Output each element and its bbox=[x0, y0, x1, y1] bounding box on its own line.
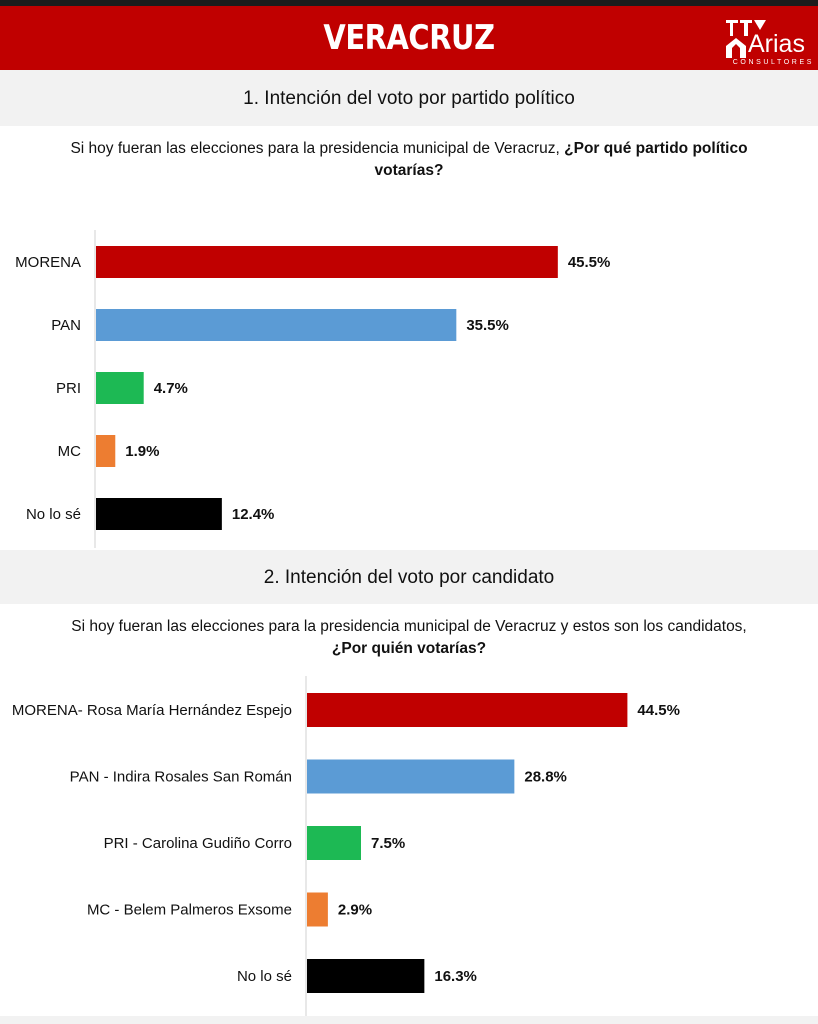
value-label-4: 16.3% bbox=[434, 968, 477, 985]
value-label-1: 35.5% bbox=[466, 317, 509, 334]
category-label-3: MC bbox=[58, 443, 81, 460]
logo-arrows-icon bbox=[726, 20, 766, 58]
bar-1 bbox=[307, 759, 515, 794]
arias-logo: Arias CONSULTORES bbox=[722, 12, 814, 66]
logo-name: Arias bbox=[748, 30, 805, 58]
bar-2 bbox=[96, 372, 144, 404]
category-label-1: PAN - Indira Rosales San Román bbox=[70, 769, 292, 786]
section-2-question-text: Si hoy fueran las elecciones para la pre… bbox=[71, 618, 747, 635]
candidate-vote-chart: MORENA- Rosa María Hernández Espejo 44.5%… bbox=[12, 676, 680, 1016]
value-label-4: 12.4% bbox=[232, 506, 275, 523]
page-title: VERACRUZ bbox=[323, 18, 495, 58]
section-1-question-text: Si hoy fueran las elecciones para la pre… bbox=[70, 140, 565, 157]
category-label-0: MORENA bbox=[15, 254, 81, 271]
bar-1 bbox=[96, 309, 457, 341]
category-label-0: MORENA- Rosa María Hernández Espejo bbox=[12, 702, 292, 719]
section-1-question: Si hoy fueran las elecciones para la pre… bbox=[60, 138, 758, 182]
bar-3 bbox=[96, 435, 116, 467]
section-2-question: Si hoy fueran las elecciones para la pre… bbox=[60, 616, 758, 660]
value-label-2: 7.5% bbox=[371, 835, 405, 852]
section-2-question-emphasis: ¿Por quién votarías? bbox=[331, 640, 487, 657]
section-2-heading: 2. Intención del voto por candidato bbox=[263, 567, 555, 588]
bar-2 bbox=[307, 826, 361, 860]
section-1-heading-band: 1. Intención del voto por partido políti… bbox=[0, 70, 818, 126]
section-1-question-emphasis: ¿Por qué partido político votarías? bbox=[374, 140, 748, 179]
bar-4 bbox=[307, 959, 425, 993]
party-vote-chart: MORENA 45.5% PAN 35.5% PRI 4.7% MC 1.9% No lo sé… bbox=[15, 230, 611, 548]
value-label-3: 1.9% bbox=[125, 443, 159, 460]
value-label-3: 2.9% bbox=[338, 902, 372, 919]
bar-3 bbox=[307, 892, 328, 927]
value-label-1: 28.8% bbox=[524, 769, 567, 786]
value-label-0: 45.5% bbox=[568, 254, 611, 271]
section-2-heading-band: 2. Intención del voto por candidato bbox=[0, 550, 818, 604]
logo-subtitle: CONSULTORES bbox=[732, 59, 814, 66]
bar-0 bbox=[96, 246, 558, 278]
bar-4 bbox=[96, 498, 222, 530]
category-label-2: PRI - Carolina Gudiño Corro bbox=[104, 835, 292, 852]
category-label-3: MC - Belem Palmeros Exsome bbox=[87, 902, 292, 919]
top-border bbox=[0, 0, 818, 6]
value-label-0: 44.5% bbox=[637, 702, 680, 719]
category-label-4: No lo sé bbox=[237, 968, 292, 985]
category-label-4: No lo sé bbox=[26, 506, 81, 523]
bar-0 bbox=[307, 693, 628, 727]
category-label-1: PAN bbox=[51, 317, 81, 334]
header-bar: VERACRUZ Arias CONSULTORES bbox=[0, 6, 818, 70]
category-label-2: PRI bbox=[56, 380, 81, 397]
value-label-2: 4.7% bbox=[154, 380, 188, 397]
bottom-band bbox=[0, 1016, 818, 1024]
section-1-heading: 1. Intención del voto por partido políti… bbox=[243, 88, 575, 109]
